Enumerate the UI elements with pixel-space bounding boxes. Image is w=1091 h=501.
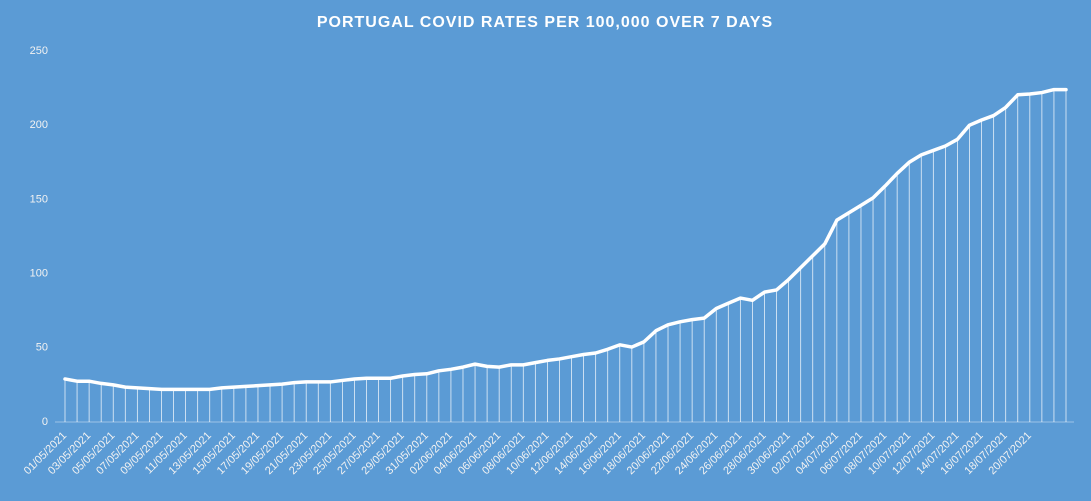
y-tick-label: 200 (30, 119, 48, 131)
y-tick-label: 150 (30, 193, 48, 205)
chart-title: PORTUGAL COVID RATES PER 100,000 OVER 7 … (317, 14, 773, 31)
data-line (63, 87, 1068, 392)
y-tick-label: 100 (30, 268, 48, 280)
y-tick-label: 0 (42, 416, 48, 428)
y-tick-label: 250 (30, 45, 48, 57)
y-tick-label: 50 (36, 342, 48, 354)
